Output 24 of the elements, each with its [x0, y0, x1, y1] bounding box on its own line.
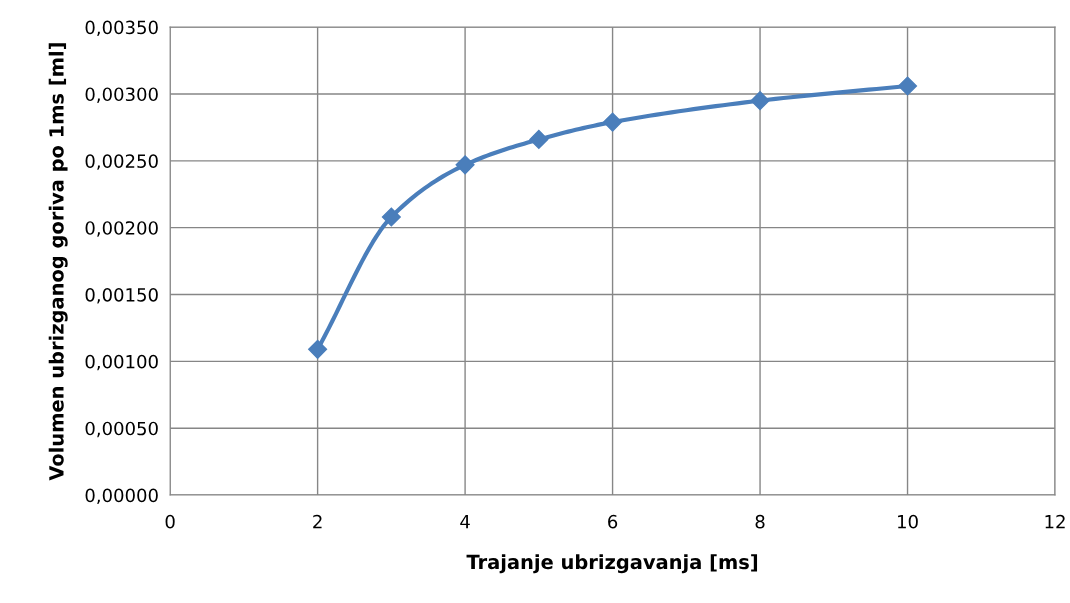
x-axis-title: Trajanje ubrizgavanja [ms] — [466, 554, 758, 574]
y-tick-label: 0,00100 — [85, 354, 158, 371]
y-tick-label: 0,00200 — [85, 221, 158, 237]
y-tick-label: 0,00250 — [85, 154, 158, 170]
y-tick-label: 0,00000 — [85, 488, 158, 505]
point — [455, 155, 475, 175]
x-tick-label: 6 — [608, 514, 618, 529]
point — [529, 129, 549, 149]
x-tick-label: 0 — [165, 514, 175, 529]
x-tick-label: 4 — [460, 515, 470, 529]
y-tick-label: 0,00050 — [85, 421, 158, 438]
y-tick-label: 0,00150 — [85, 287, 158, 304]
x-tick-label: 8 — [755, 514, 765, 529]
x-tick-label: 10 — [898, 514, 918, 529]
x-tick-label: 2 — [313, 514, 322, 529]
point — [898, 76, 918, 96]
x-tick-label: 12 — [1045, 514, 1065, 529]
y-axis-title: Volumen ubrizganog goriva po 1ms [ml] — [48, 43, 68, 481]
point — [308, 339, 328, 359]
point — [603, 112, 623, 132]
y-tick-label: 0,00350 — [85, 20, 158, 37]
y-tick-label: 0,00300 — [85, 87, 158, 103]
point — [381, 207, 401, 227]
point — [750, 91, 770, 111]
